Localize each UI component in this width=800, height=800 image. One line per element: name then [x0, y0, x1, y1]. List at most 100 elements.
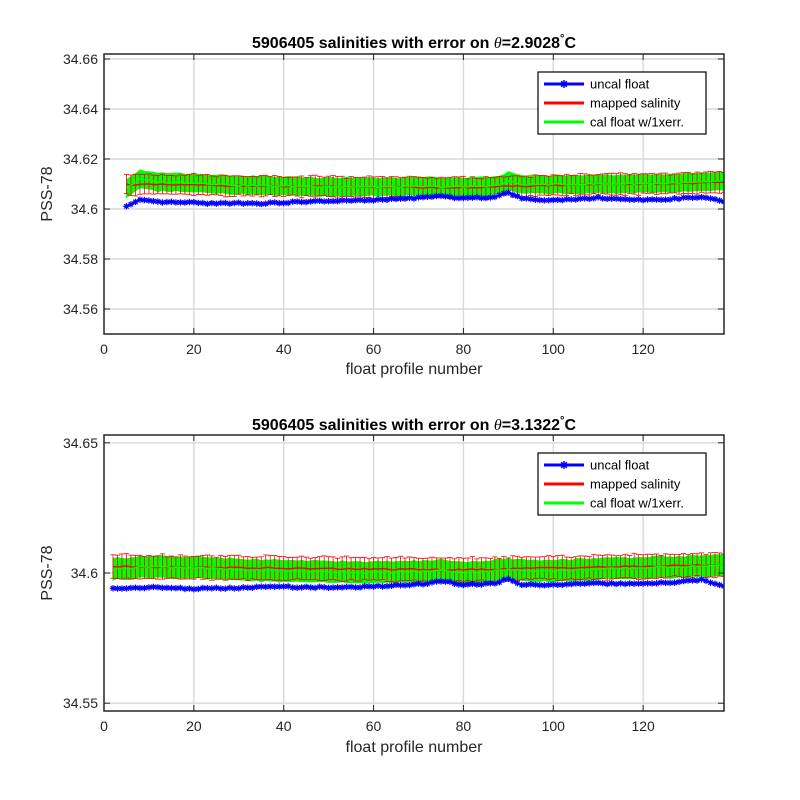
y-tick-label: 34.56 [63, 301, 98, 317]
uncal-float-point [338, 584, 346, 591]
uncal-float-point [581, 580, 588, 587]
uncal-float-point [388, 195, 395, 202]
uncal-float-point [482, 580, 490, 587]
uncal-float-point [612, 580, 620, 588]
uncal-float-point [356, 196, 364, 204]
uncal-float-point [675, 195, 683, 203]
uncal-float-point [671, 579, 678, 586]
uncal-float-point [163, 584, 171, 592]
uncal-float-point [217, 199, 225, 207]
uncal-float-point [630, 196, 638, 203]
uncal-float-point [698, 576, 705, 583]
uncal-float-point [680, 194, 687, 201]
uncal-float-point [258, 583, 265, 590]
uncal-float-point [568, 196, 575, 203]
uncal-float-point [204, 584, 211, 592]
uncal-float-point [240, 200, 247, 207]
legend-marker-uncal [560, 80, 568, 88]
uncal-float-point [406, 581, 413, 589]
uncal-float-point [249, 200, 256, 207]
uncal-float-point [527, 195, 535, 203]
uncal-float-point [639, 580, 647, 587]
uncal-float-point [437, 192, 445, 200]
uncal-float-point [608, 195, 615, 202]
uncal-float-point [599, 580, 606, 587]
uncal-float-point [213, 200, 220, 207]
uncal-float-point [383, 196, 391, 204]
uncal-float-point [455, 194, 463, 202]
uncal-float-point [302, 583, 310, 591]
x-tick-label: 100 [542, 341, 566, 357]
uncal-float-point [550, 581, 557, 588]
uncal-float-point [181, 585, 189, 593]
uncal-float-point [177, 199, 184, 206]
uncal-float-point [343, 197, 350, 204]
title-unit: C [564, 35, 576, 52]
x-tick-label: 0 [100, 718, 108, 734]
uncal-float-point [289, 198, 296, 205]
uncal-float-point [460, 194, 467, 202]
uncal-float-point [478, 194, 485, 202]
uncal-float-point [145, 584, 153, 591]
uncal-float-point [716, 581, 723, 589]
uncal-float-point [316, 197, 323, 205]
uncal-float-point [707, 195, 714, 202]
uncal-float-point [500, 190, 508, 197]
uncal-float-point [550, 196, 557, 204]
y-tick-label: 34.66 [63, 51, 98, 67]
uncal-float-point [437, 578, 445, 585]
uncal-float-point [635, 196, 642, 203]
uncal-float-point [666, 196, 674, 203]
uncal-float-point [707, 579, 714, 586]
uncal-float-point [388, 582, 395, 590]
uncal-float-point [595, 579, 602, 587]
uncal-float-point [527, 581, 535, 588]
uncal-float-point [298, 198, 305, 206]
uncal-float-point [293, 198, 301, 205]
uncal-float-point [168, 198, 175, 205]
uncal-float-point [428, 193, 436, 201]
uncal-float-point [536, 581, 543, 589]
x-tick-label: 100 [542, 718, 566, 734]
uncal-float-point [621, 195, 629, 203]
uncal-float-point [231, 199, 238, 207]
uncal-float-point [496, 579, 503, 586]
uncal-float-point [172, 199, 180, 206]
uncal-float-point [662, 579, 669, 586]
uncal-float-point [491, 193, 499, 201]
uncal-float-point [231, 585, 238, 592]
uncal-float-point [595, 194, 602, 201]
uncal-float-point [653, 580, 660, 587]
uncal-float-point [262, 583, 269, 591]
uncal-float-point [145, 197, 153, 204]
uncal-float-point [298, 584, 305, 591]
x-tick-label: 60 [366, 718, 382, 734]
uncal-float-point [199, 584, 207, 592]
uncal-float-point [289, 584, 296, 591]
uncal-float-point [244, 584, 251, 591]
legend-label-cal: cal float w/1xerr. [590, 115, 684, 130]
uncal-float-markers [123, 189, 724, 210]
uncal-float-point [163, 198, 171, 206]
uncal-float-point [410, 581, 418, 588]
uncal-float-point [689, 577, 696, 584]
uncal-float-point [208, 585, 216, 592]
uncal-float-point [316, 583, 323, 590]
uncal-float-point [311, 584, 319, 592]
uncal-float-point [433, 578, 440, 585]
uncal-float-point [361, 583, 368, 590]
uncal-float-point [383, 583, 391, 590]
uncal-float-point [159, 199, 166, 206]
uncal-float-point [329, 584, 337, 591]
uncal-float-point [675, 578, 683, 586]
uncal-float-point [240, 584, 247, 591]
title-theta: θ [494, 417, 502, 434]
uncal-float-point [109, 585, 117, 592]
y-axis-label: PSS-78 [39, 545, 56, 600]
uncal-float-point [487, 194, 494, 201]
uncal-float-point [226, 584, 233, 591]
uncal-float-point [563, 581, 570, 588]
uncal-float-point [689, 194, 696, 201]
uncal-float-point [702, 577, 710, 585]
